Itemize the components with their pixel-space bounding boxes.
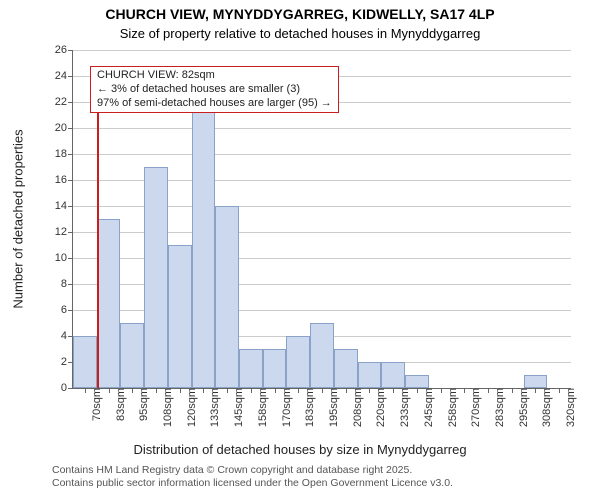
credits-text: Contains HM Land Registry data © Crown c… <box>52 464 453 490</box>
x-tick-mark <box>417 388 418 393</box>
x-tick-label: 320sqm <box>563 388 577 427</box>
bar <box>239 349 263 388</box>
y-tick-label: 16 <box>55 174 73 186</box>
annotation-line: CHURCH VIEW: 82sqm <box>97 69 332 83</box>
bar <box>524 375 548 388</box>
bar <box>73 336 97 388</box>
bar <box>381 362 405 388</box>
bar <box>192 102 216 388</box>
y-axis-label: Number of detached properties <box>11 129 26 308</box>
x-axis-label: Distribution of detached houses by size … <box>0 442 600 457</box>
x-tick-mark <box>132 388 133 393</box>
annotation-box: CHURCH VIEW: 82sqm← 3% of detached house… <box>90 66 339 113</box>
bar <box>358 362 382 388</box>
y-tick-label: 0 <box>61 382 73 394</box>
x-tick-label: 233sqm <box>397 388 411 427</box>
credits-line: Contains public sector information licen… <box>52 477 453 490</box>
grid-line <box>73 154 571 155</box>
y-tick-label: 20 <box>55 122 73 134</box>
y-tick-label: 6 <box>61 304 73 316</box>
annotation-line: ← 3% of detached houses are smaller (3) <box>97 83 332 97</box>
x-tick-mark <box>227 388 228 393</box>
x-tick-mark <box>346 388 347 393</box>
page-title: CHURCH VIEW, MYNYDDYGARREG, KIDWELLY, SA… <box>0 6 600 22</box>
y-tick-label: 24 <box>55 70 73 82</box>
credits-line: Contains HM Land Registry data © Crown c… <box>52 464 453 477</box>
x-tick-mark <box>156 388 157 393</box>
x-tick-label: 220sqm <box>373 388 387 427</box>
y-tick-label: 22 <box>55 96 73 108</box>
grid-line <box>73 50 571 51</box>
y-tick-label: 4 <box>61 330 73 342</box>
marker-line <box>97 76 99 388</box>
x-tick-label: 245sqm <box>421 388 435 427</box>
x-tick-mark <box>109 388 110 393</box>
bar <box>286 336 310 388</box>
y-tick-label: 18 <box>55 148 73 160</box>
x-tick-label: 145sqm <box>231 388 245 427</box>
x-tick-mark <box>393 388 394 393</box>
x-tick-label: 158sqm <box>255 388 269 427</box>
page-subtitle: Size of property relative to detached ho… <box>0 26 600 41</box>
x-tick-mark <box>180 388 181 393</box>
x-tick-mark <box>369 388 370 393</box>
x-tick-mark <box>512 388 513 393</box>
x-tick-label: 258sqm <box>445 388 459 427</box>
x-tick-label: 95sqm <box>136 388 150 421</box>
y-tick-label: 12 <box>55 226 73 238</box>
bar <box>215 206 239 388</box>
y-tick-label: 8 <box>61 278 73 290</box>
bar <box>405 375 429 388</box>
y-tick-label: 2 <box>61 356 73 368</box>
bar <box>334 349 358 388</box>
grid-line <box>73 128 571 129</box>
bar <box>120 323 144 388</box>
x-tick-mark <box>251 388 252 393</box>
x-tick-label: 208sqm <box>350 388 364 427</box>
x-tick-label: 120sqm <box>184 388 198 427</box>
x-tick-label: 183sqm <box>302 388 316 427</box>
x-tick-mark <box>464 388 465 393</box>
bar <box>168 245 192 388</box>
x-tick-mark <box>298 388 299 393</box>
x-tick-mark <box>441 388 442 393</box>
x-tick-label: 308sqm <box>539 388 553 427</box>
x-tick-mark <box>203 388 204 393</box>
y-tick-label: 26 <box>55 44 73 56</box>
x-tick-label: 295sqm <box>516 388 530 427</box>
x-tick-label: 108sqm <box>160 388 174 427</box>
x-tick-mark <box>322 388 323 393</box>
bar <box>310 323 334 388</box>
x-tick-mark <box>488 388 489 393</box>
x-tick-label: 283sqm <box>492 388 506 427</box>
x-tick-mark <box>535 388 536 393</box>
annotation-line: 97% of semi-detached houses are larger (… <box>97 97 332 111</box>
x-tick-label: 83sqm <box>113 388 127 421</box>
x-tick-label: 70sqm <box>89 388 103 421</box>
x-tick-mark <box>85 388 86 393</box>
x-tick-mark <box>275 388 276 393</box>
x-tick-label: 170sqm <box>279 388 293 427</box>
x-tick-label: 270sqm <box>468 388 482 427</box>
y-tick-label: 10 <box>55 252 73 264</box>
bar <box>97 219 121 388</box>
bar <box>144 167 168 388</box>
x-tick-label: 133sqm <box>207 388 221 427</box>
x-tick-mark <box>559 388 560 393</box>
bar <box>263 349 287 388</box>
x-tick-label: 195sqm <box>326 388 340 427</box>
y-tick-label: 14 <box>55 200 73 212</box>
